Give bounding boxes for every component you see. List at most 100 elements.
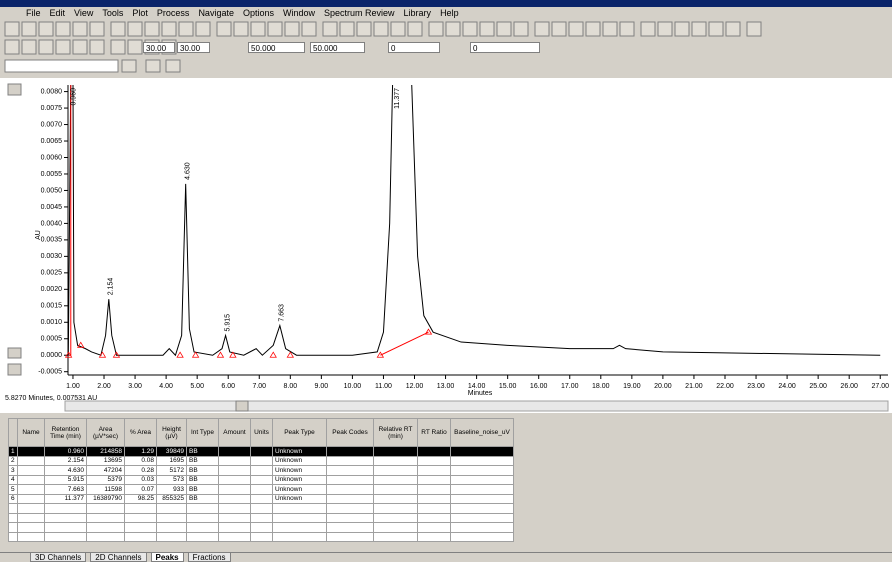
toolbar-field[interactable]: 0 [388, 42, 440, 53]
toolbar-button[interactable] [267, 21, 283, 37]
toolbar-button[interactable] [55, 21, 71, 37]
toolbar-button[interactable] [89, 39, 105, 55]
toolbar-button[interactable] [534, 21, 550, 37]
scroll-up[interactable] [7, 83, 22, 96]
toolbar-button[interactable] [708, 21, 724, 37]
toolbar-button[interactable] [4, 21, 20, 37]
toolbar-button[interactable] [407, 21, 423, 37]
table-row[interactable]: 3 4.630 47204 0.28 5172 BB Unknown [8, 465, 514, 476]
toolbar-field[interactable]: 50.000 [248, 42, 305, 53]
toolbar-button[interactable] [725, 21, 741, 37]
menu-item[interactable]: Navigate [198, 8, 234, 18]
column-header[interactable]: Peak Codes [326, 418, 374, 447]
toolbar-button[interactable] [496, 21, 512, 37]
menu-item[interactable]: Tools [102, 8, 124, 18]
toolbar-button[interactable] [284, 21, 300, 37]
toolbar-button[interactable] [479, 21, 495, 37]
menu-item[interactable]: Spectrum Review [324, 8, 395, 18]
column-header[interactable]: Amount [218, 418, 251, 447]
column-header[interactable]: Area (µV*sec) [86, 418, 125, 447]
table-row[interactable]: 2 2.154 13695 0.08 1695 BB Unknown [8, 455, 514, 466]
toolbar-button[interactable] [4, 39, 20, 55]
toolbar-button[interactable] [322, 21, 338, 37]
column-header[interactable]: Name [17, 418, 45, 447]
toolbar-button[interactable] [89, 21, 105, 37]
toolbar-button[interactable] [21, 21, 37, 37]
header-row: Name Retention Time (min) Area (µV*sec)% A… [8, 418, 514, 447]
toolbar-button[interactable] [127, 21, 143, 37]
toolbar-button[interactable] [72, 39, 88, 55]
toolbar-button[interactable] [657, 21, 673, 37]
table-cell [124, 522, 157, 533]
column-header[interactable]: Peak Type [272, 418, 327, 447]
column-header[interactable]: Baseline_noise_uV [450, 418, 514, 447]
toolbar-button[interactable] [513, 21, 529, 37]
toolbar-button[interactable] [691, 21, 707, 37]
toolbar-button[interactable] [551, 21, 567, 37]
menu-item[interactable]: Window [283, 8, 316, 18]
scroll-down[interactable] [7, 363, 22, 376]
menu-item[interactable]: Library [403, 8, 432, 18]
table-row[interactable]: 1 0.960 214858 1.29 39849 BB Unknown [8, 446, 514, 457]
table-row[interactable]: 4 5.915 5379 0.03 573 BB Unknown [8, 474, 514, 485]
toolbar-button[interactable] [339, 21, 355, 37]
column-header[interactable]: Retention Time (min) [44, 418, 87, 447]
scroll-thumb[interactable] [7, 347, 22, 359]
toolbar-button[interactable] [301, 21, 317, 37]
menu-item[interactable]: Plot [132, 8, 148, 18]
toolbar-button[interactable] [72, 21, 88, 37]
toolbar-button[interactable] [568, 21, 584, 37]
peak-label: 2.154 [108, 278, 115, 296]
toolbar-button[interactable] [445, 21, 461, 37]
toolbar-field[interactable]: 30.00 [177, 42, 210, 53]
toolbar-button[interactable] [390, 21, 406, 37]
menu-item[interactable]: File [26, 8, 41, 18]
toolbar-button[interactable] [250, 21, 266, 37]
menu-item[interactable]: Options [242, 8, 274, 18]
toolbar-button[interactable] [216, 21, 232, 37]
toolbar-button[interactable] [144, 21, 160, 37]
toolbar-button[interactable] [178, 21, 194, 37]
toolbar-button[interactable] [462, 21, 478, 37]
column-header[interactable]: RT Ratio [417, 418, 451, 447]
toolbar-button[interactable] [585, 21, 601, 37]
toolbar-button[interactable] [38, 21, 54, 37]
toolbar-button[interactable] [161, 21, 177, 37]
toolbar-button[interactable] [746, 21, 762, 37]
toolbar-button[interactable] [233, 21, 249, 37]
tab[interactable]: 3D Channels [30, 553, 87, 562]
column-header[interactable]: Relative RT (min) [373, 418, 418, 447]
toolbar-button[interactable] [428, 21, 444, 37]
toolbar-button[interactable] [373, 21, 389, 37]
toolbar-button[interactable] [195, 21, 211, 37]
toolbar-button[interactable] [602, 21, 618, 37]
table-row[interactable]: 5 7.663 11598 0.07 933 BB Unknown [8, 484, 514, 495]
h-scrollbar[interactable] [64, 400, 889, 412]
column-header[interactable]: % Area [124, 418, 157, 447]
column-header[interactable]: Height (µV) [156, 418, 187, 447]
menu-item[interactable]: View [74, 8, 94, 18]
toolbar-button[interactable] [110, 39, 126, 55]
toolbar-button[interactable] [38, 39, 54, 55]
toolbar-field[interactable]: 0 [470, 42, 540, 53]
toolbar-button[interactable] [640, 21, 656, 37]
toolbar-button[interactable] [127, 39, 143, 55]
menu-item[interactable]: Process [156, 8, 190, 18]
toolbar-button[interactable] [110, 21, 126, 37]
tab[interactable]: Peaks [150, 553, 184, 562]
column-header[interactable]: Units [250, 418, 273, 447]
menu-item[interactable]: Help [440, 8, 459, 18]
toolbar-field[interactable]: 30.00 [143, 42, 175, 53]
toolbar-button[interactable] [674, 21, 690, 37]
h-scroll-thumb[interactable] [235, 400, 249, 412]
tab[interactable]: Fractions [187, 553, 231, 562]
table-row[interactable]: 6 11.377 16389790 98.25 855325 BB Unknown [8, 493, 514, 504]
toolbar-button[interactable] [55, 39, 71, 55]
toolbar-field[interactable]: 50.000 [310, 42, 365, 53]
toolbar-button[interactable] [619, 21, 635, 37]
menu-item[interactable]: Edit [49, 8, 66, 18]
column-header[interactable]: Int Type [186, 418, 219, 447]
tab[interactable]: 2D Channels [90, 553, 147, 562]
toolbar-button[interactable] [21, 39, 37, 55]
toolbar-button[interactable] [356, 21, 372, 37]
